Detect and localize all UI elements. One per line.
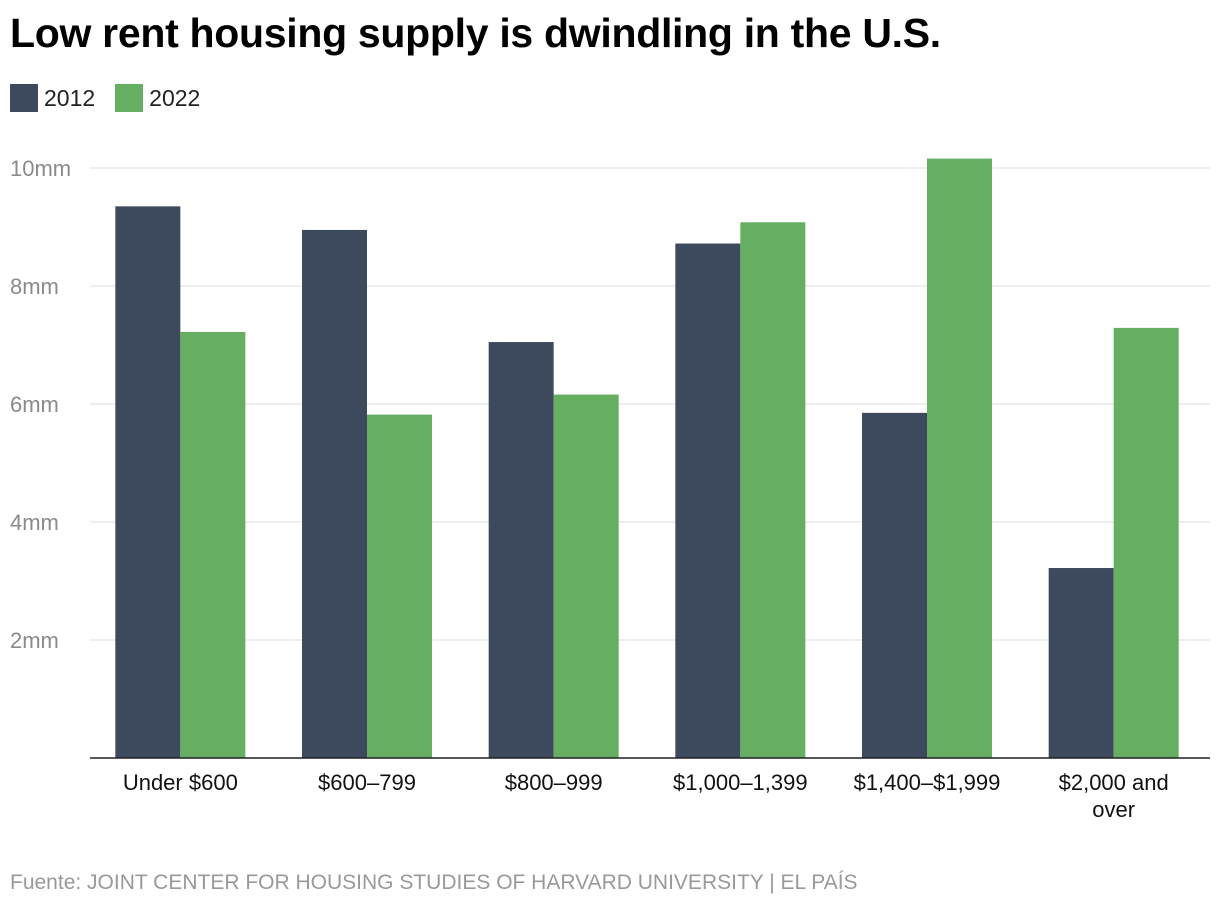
bar-2022 <box>180 332 246 758</box>
y-tick-label: 6mm <box>10 392 59 417</box>
bar-2012 <box>862 412 927 758</box>
x-tick-label: Under $600 <box>123 770 238 795</box>
legend-swatch-2012 <box>10 84 38 112</box>
bar-2022 <box>927 158 992 758</box>
legend-label-2012: 2012 <box>44 84 96 111</box>
legend-item-2022: 2022 <box>115 84 200 112</box>
legend-swatch-2022 <box>115 84 144 112</box>
legend-label-2022: 2022 <box>149 84 201 111</box>
bar-2022 <box>367 414 432 758</box>
y-tick-label: 10mm <box>10 156 71 181</box>
x-tick-label: $1,000–1,399 <box>673 770 808 795</box>
bar-2012 <box>675 243 741 758</box>
x-tick-label: $1,400–$1,999 <box>854 770 1001 795</box>
x-tick-label: $2,000 and <box>1059 770 1169 795</box>
x-tick-label: $800–999 <box>505 770 603 795</box>
y-tick-label: 2mm <box>10 628 59 653</box>
x-tick-label: $600–799 <box>318 770 416 795</box>
y-tick-label: 4mm <box>10 510 59 535</box>
x-tick-label: over <box>1092 797 1135 822</box>
bar-2022 <box>1113 327 1179 758</box>
bar-2012 <box>1048 568 1114 758</box>
legend-item-2012: 2012 <box>10 84 95 112</box>
bar-2012 <box>115 206 181 759</box>
legend: 2012 2022 <box>10 84 220 112</box>
bar-2022 <box>553 394 619 758</box>
chart-title: Low rent housing supply is dwindling in … <box>10 10 941 56</box>
bar-2012 <box>302 229 367 758</box>
source-footer: Fuente: JOINT CENTER FOR HOUSING STUDIES… <box>10 871 858 894</box>
bar-2012 <box>488 342 554 758</box>
y-tick-label: 8mm <box>10 274 59 299</box>
bar-2022 <box>740 222 806 758</box>
